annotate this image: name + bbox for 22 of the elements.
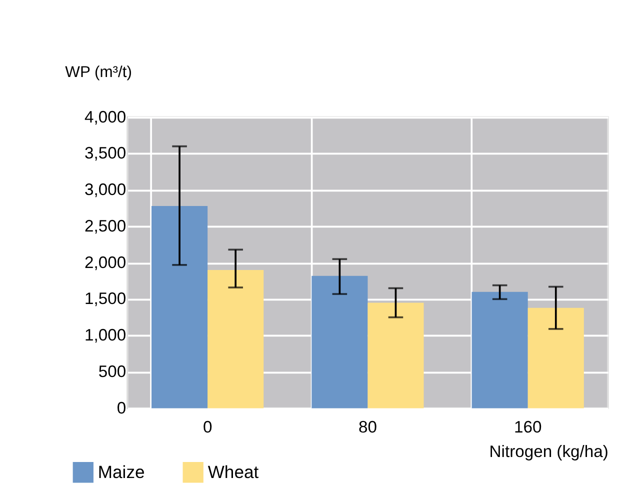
y-tick-label: 2,500: [84, 216, 126, 236]
bar: [152, 206, 208, 408]
x-tick-label: 160: [514, 418, 542, 437]
x-tick-label: 80: [358, 418, 377, 437]
bar: [368, 302, 424, 408]
legend-label: Maize: [98, 462, 145, 482]
x-axis-title: Nitrogen (kg/ha): [489, 442, 608, 461]
legend-label: Wheat: [208, 462, 259, 482]
y-tick-label: 1,500: [84, 289, 126, 308]
y-tick-label: 3,500: [84, 144, 126, 163]
y-tick-label: 4,000: [84, 107, 126, 126]
y-tick-label: 0: [116, 398, 126, 418]
bar: [312, 276, 368, 408]
y-tick-label: 2,000: [84, 252, 126, 272]
bar: [472, 292, 528, 408]
x-tick-label: 0: [202, 418, 212, 437]
y-tick-label: 500: [98, 362, 126, 381]
bar: [208, 270, 264, 408]
y-tick-label: 1,000: [84, 326, 126, 345]
y-axis-title: WP (m³/t): [65, 64, 132, 82]
bar: [528, 308, 584, 408]
y-tick-label: 3,000: [84, 180, 126, 200]
